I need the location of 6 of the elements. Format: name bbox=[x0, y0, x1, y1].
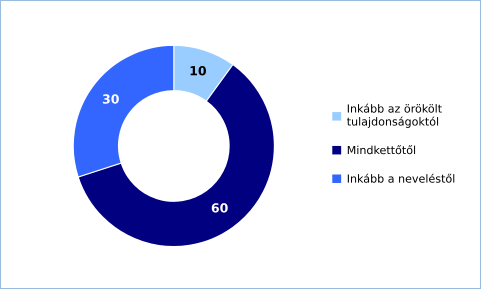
data-label: 10 bbox=[190, 66, 206, 76]
legend-label: Inkább a neveléstől bbox=[348, 174, 454, 183]
legend-label: Mindkettőtől bbox=[348, 145, 416, 154]
data-label: 60 bbox=[212, 203, 228, 213]
data-label: 30 bbox=[102, 94, 119, 104]
legend-label: Inkább az örökölt tulajdonságoktól bbox=[347, 104, 442, 128]
